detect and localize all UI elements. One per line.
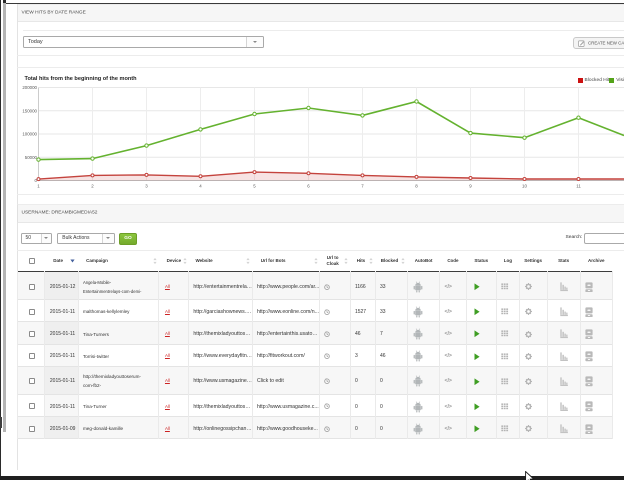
svg-text:0: 0 (35, 178, 38, 183)
svg-text:5: 5 (253, 184, 256, 189)
svg-text:7: 7 (361, 184, 364, 189)
svg-text:1: 1 (37, 184, 40, 189)
svg-text:4: 4 (199, 184, 202, 189)
svg-text:150000: 150000 (22, 108, 37, 113)
svg-text:100000: 100000 (22, 132, 37, 137)
svg-text:3: 3 (145, 184, 148, 189)
svg-text:2: 2 (91, 184, 94, 189)
svg-text:8: 8 (415, 184, 418, 189)
svg-text:6: 6 (307, 184, 310, 189)
svg-text:200000: 200000 (22, 85, 37, 90)
svg-text:9: 9 (469, 184, 472, 189)
svg-text:50000: 50000 (25, 155, 38, 160)
svg-text:11: 11 (576, 184, 581, 189)
svg-text:10: 10 (522, 184, 527, 189)
